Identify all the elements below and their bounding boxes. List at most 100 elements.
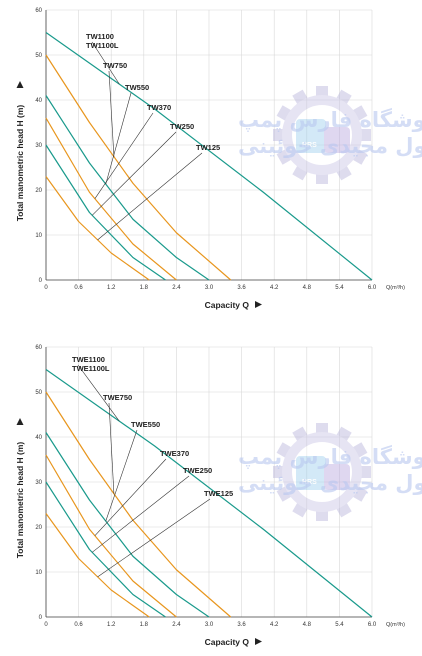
series-line-6 bbox=[45, 176, 150, 281]
x-tick-label: 6.0 bbox=[368, 622, 377, 628]
curve-label: TW550 bbox=[125, 83, 149, 92]
series-line-4 bbox=[45, 454, 177, 618]
y-tick-label: 40 bbox=[35, 435, 42, 441]
leader-line bbox=[105, 92, 132, 185]
leader-line bbox=[108, 402, 115, 494]
y-axis-arrow-icon bbox=[16, 81, 24, 88]
x-tick-label: 1.8 bbox=[140, 622, 149, 628]
y-tick-label: 40 bbox=[35, 98, 42, 104]
series-line-1 bbox=[45, 369, 373, 618]
y-tick-label: 60 bbox=[35, 345, 42, 351]
series-line-5 bbox=[45, 481, 166, 618]
series-line-1 bbox=[45, 32, 373, 281]
watermark-line-1: فروشگاه فارس پمپ bbox=[238, 444, 422, 469]
x-tick-label: 2.4 bbox=[172, 622, 181, 628]
curve-label: TWE250 bbox=[183, 466, 212, 475]
watermark-logo-text: RRS bbox=[302, 142, 317, 149]
y-tick-label: 50 bbox=[35, 53, 42, 59]
x-tick-label: 1.8 bbox=[140, 285, 149, 291]
chart-panel-1: 0 0.6 1.2 1.8 2.4 3.0 3.6 4.2 4.8 5.4 6.0 0 10 20 30 40… bbox=[15, 8, 422, 310]
gear-logo-icon: RRS bbox=[273, 86, 371, 184]
y-axis-arrow-icon bbox=[16, 418, 24, 425]
x-unit-label: Q(m³/h) bbox=[386, 285, 405, 291]
y-tick-label: 20 bbox=[35, 525, 42, 531]
leader-line bbox=[97, 498, 211, 578]
series-group bbox=[45, 369, 373, 618]
y-tick-label: 50 bbox=[35, 390, 42, 396]
leader-line bbox=[91, 41, 120, 85]
leader-line bbox=[108, 70, 115, 157]
y-tick-label: 0 bbox=[39, 278, 43, 284]
y-tick-label: 0 bbox=[39, 615, 43, 621]
watermark-line-2: رسول مجیدی خوئینی bbox=[238, 471, 422, 495]
x-tick-label: 0 bbox=[44, 622, 48, 628]
watermark-line-1: فروشگاه فارس پمپ bbox=[238, 107, 422, 132]
series-line-2 bbox=[45, 54, 232, 281]
leader-line bbox=[91, 475, 190, 553]
series-line-3 bbox=[45, 95, 210, 281]
x-tick-label: 5.4 bbox=[335, 285, 344, 291]
curve-label: TWE1100L bbox=[72, 364, 110, 373]
x-axis-arrow-icon bbox=[255, 301, 262, 308]
curve-label: TWE1100 bbox=[72, 355, 105, 364]
x-axis-arrow-icon bbox=[255, 638, 262, 645]
y-tick-label: 10 bbox=[35, 570, 42, 576]
watermark: RRS فروشگاه فارس پمپرسول مجیدی خوئینی bbox=[238, 423, 422, 521]
x-tick-label: 3.0 bbox=[205, 622, 214, 628]
leader-line bbox=[105, 429, 138, 522]
x-tick-label: 4.2 bbox=[270, 285, 279, 291]
curve-label: TWE550 bbox=[131, 420, 160, 429]
x-tick-label: 3.6 bbox=[237, 285, 246, 291]
x-tick-label: 1.2 bbox=[107, 622, 116, 628]
y-tick-label: 60 bbox=[35, 8, 42, 14]
x-tick-label: 0 bbox=[44, 285, 48, 291]
curve-label: TW125 bbox=[196, 143, 220, 152]
series-line-4 bbox=[45, 117, 177, 281]
x-tick-label: 2.4 bbox=[172, 285, 181, 291]
x-tick-label: 4.8 bbox=[303, 285, 312, 291]
leader-line bbox=[77, 364, 120, 422]
curve-label: TW1100L bbox=[86, 41, 119, 50]
curve-label: TWE125 bbox=[204, 489, 233, 498]
curve-label: TWE370 bbox=[160, 449, 189, 458]
curve-label: TW1100 bbox=[86, 32, 114, 41]
x-axis-title: Capacity Q bbox=[205, 637, 250, 647]
x-tick-label: 0.6 bbox=[74, 622, 83, 628]
y-axis-title: Total manometric head H (m) bbox=[15, 442, 25, 559]
x-tick-label: 4.2 bbox=[270, 622, 279, 628]
y-tick-label: 30 bbox=[35, 480, 42, 486]
leader-line bbox=[94, 458, 167, 536]
curve-label: TW750 bbox=[103, 61, 127, 70]
leader-line bbox=[97, 152, 203, 241]
x-tick-label: 0.6 bbox=[74, 285, 83, 291]
y-tick-label: 20 bbox=[35, 188, 42, 194]
y-axis-title: Total manometric head H (m) bbox=[15, 105, 25, 222]
series-group bbox=[45, 32, 373, 281]
watermark: RRS فروشگاه فارس پمپرسول مجیدی خوئینی bbox=[238, 86, 422, 184]
curve-label: TW370 bbox=[147, 103, 171, 112]
leader-line bbox=[94, 112, 154, 199]
watermark-line-2: رسول مجیدی خوئینی bbox=[238, 134, 422, 158]
y-tick-label: 10 bbox=[35, 233, 42, 239]
x-tick-label: 3.0 bbox=[205, 285, 214, 291]
series-line-5 bbox=[45, 144, 166, 281]
watermark-logo-text: RRS bbox=[302, 479, 317, 486]
chart-panel-2: 0 0.6 1.2 1.8 2.4 3.0 3.6 4.2 4.8 5.4 6.0 0 10 20 30 40… bbox=[15, 345, 422, 647]
x-tick-label: 4.8 bbox=[303, 622, 312, 628]
leader-line bbox=[91, 131, 177, 216]
x-tick-label: 3.6 bbox=[237, 622, 246, 628]
x-unit-label: Q(m³/h) bbox=[386, 622, 405, 628]
x-axis-title: Capacity Q bbox=[205, 300, 250, 310]
series-line-6 bbox=[45, 513, 150, 618]
curve-label: TW250 bbox=[170, 122, 194, 131]
grid bbox=[45, 346, 373, 618]
curve-label: TWE750 bbox=[103, 393, 132, 402]
x-tick-label: 1.2 bbox=[107, 285, 116, 291]
x-tick-label: 6.0 bbox=[368, 285, 377, 291]
series-line-3 bbox=[45, 432, 210, 618]
x-tick-label: 5.4 bbox=[335, 622, 344, 628]
y-tick-label: 30 bbox=[35, 143, 42, 149]
